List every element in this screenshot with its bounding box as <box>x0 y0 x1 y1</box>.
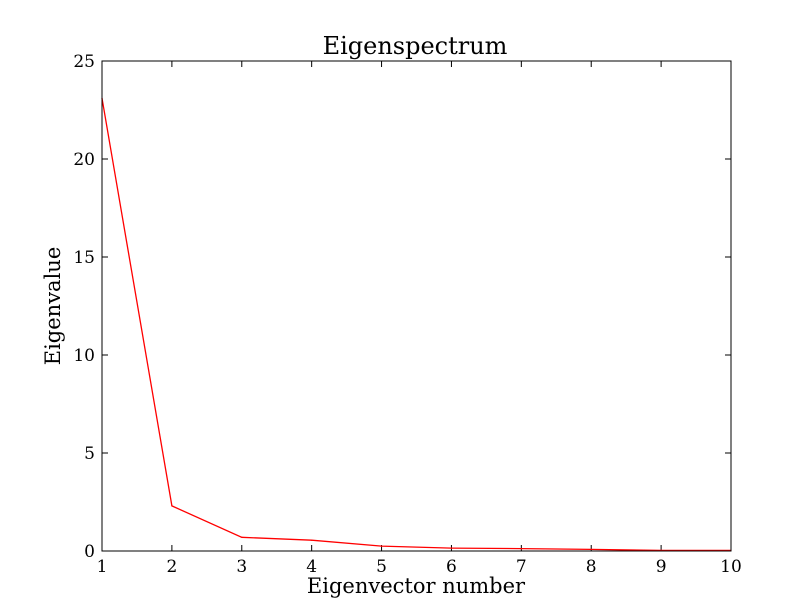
x-tick-label: 6 <box>446 557 457 577</box>
y-tick-label: 25 <box>73 52 95 72</box>
data-point <box>450 547 453 549</box>
x-tick-label: 4 <box>306 557 317 577</box>
x-tick-label: 10 <box>720 557 742 577</box>
data-point <box>171 505 173 507</box>
x-tick-label: 2 <box>166 557 177 577</box>
x-tick-label: 5 <box>376 557 387 577</box>
chart-title: Eigenspectrum <box>323 32 508 60</box>
x-axis-title: Eigenvector number <box>307 574 526 598</box>
series-line <box>101 98 731 552</box>
data-point <box>380 545 383 547</box>
data-point <box>311 539 313 541</box>
data-point <box>241 536 243 538</box>
data-point <box>590 548 592 551</box>
y-tick-label: 20 <box>73 150 95 170</box>
y-axis-title: Eigenvalue <box>41 247 65 366</box>
plot-background <box>102 61 731 551</box>
plot-area <box>102 61 731 551</box>
x-tick-label: 7 <box>516 557 527 577</box>
x-tick-label: 1 <box>97 557 108 577</box>
data-point <box>520 548 522 550</box>
y-tick-label: 15 <box>73 248 95 268</box>
y-tick-label: 10 <box>73 346 95 366</box>
x-tick-label: 8 <box>586 557 597 577</box>
y-tick-label: 5 <box>84 444 95 464</box>
y-tick-label: 0 <box>84 542 95 562</box>
x-tick-label: 9 <box>656 557 667 577</box>
plot-frame <box>101 60 732 552</box>
y-axis-ticks: 0 5 10 15 20 25 <box>73 52 731 562</box>
x-tick-label: 3 <box>236 557 247 577</box>
